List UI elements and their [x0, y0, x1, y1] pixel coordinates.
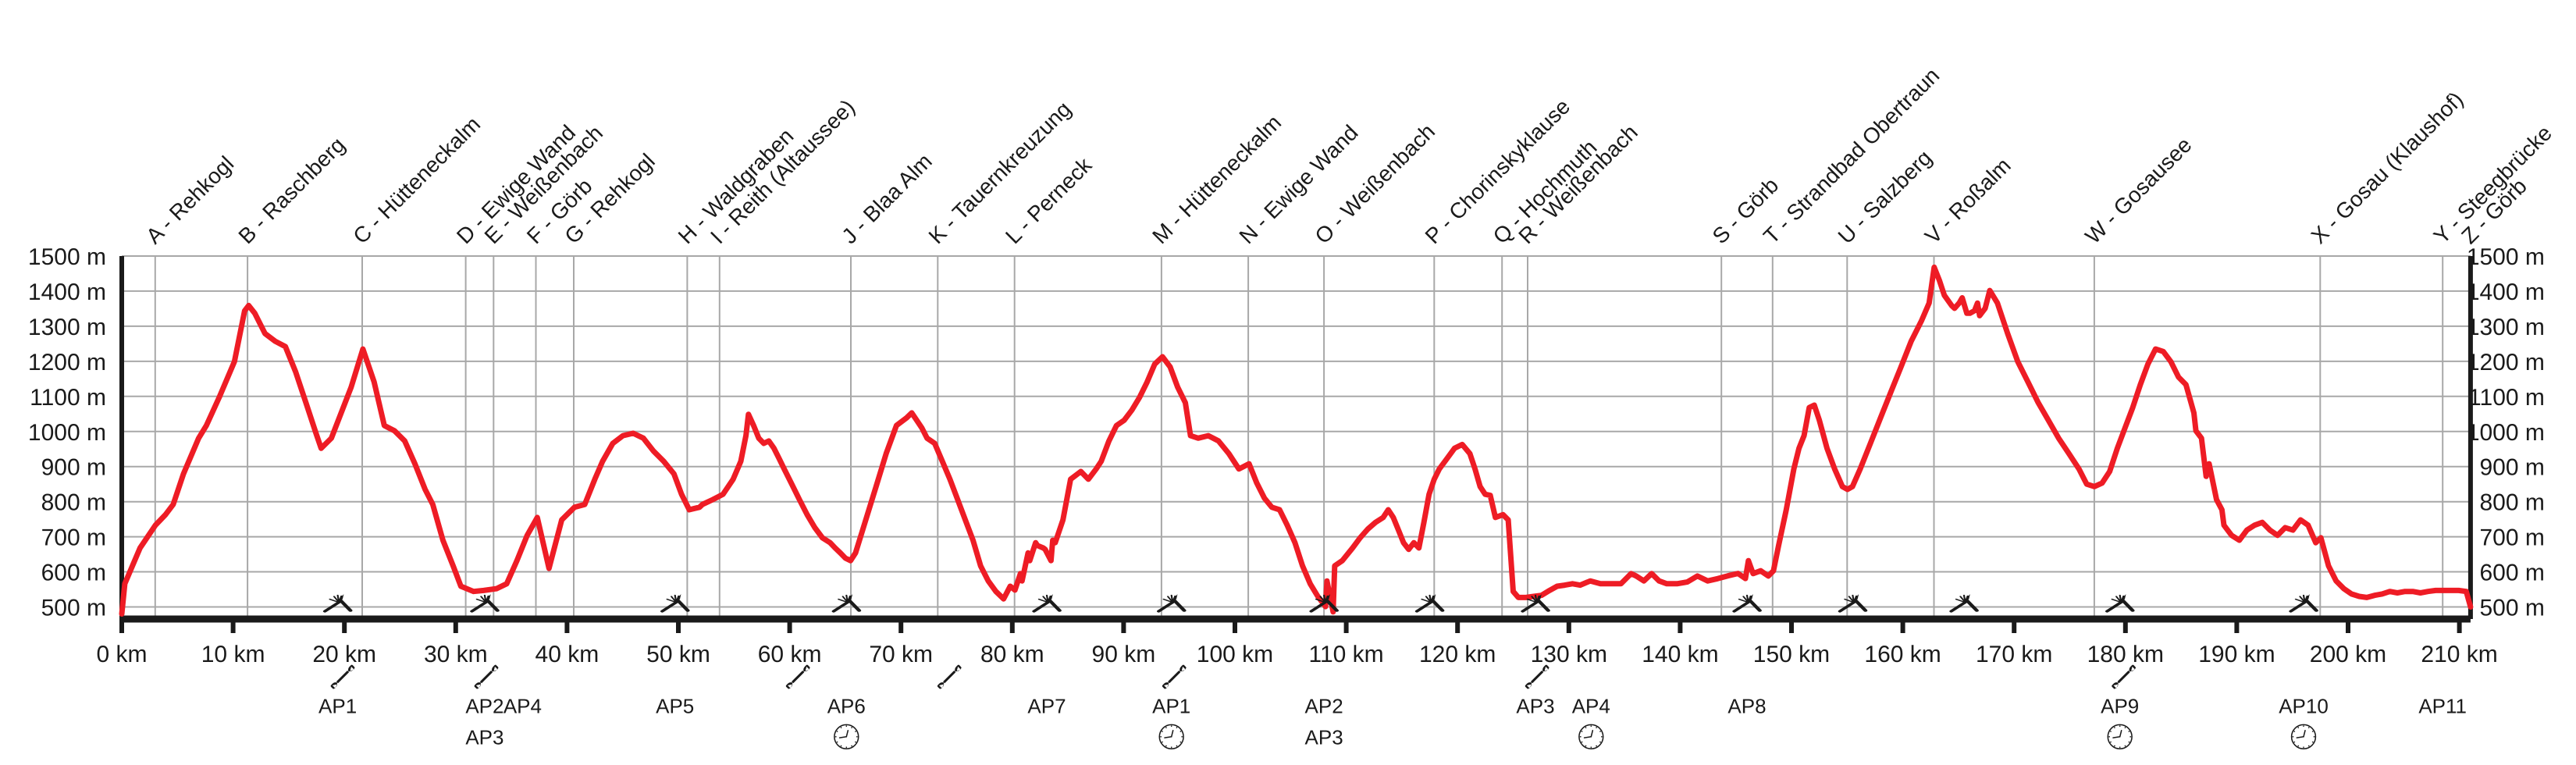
svg-text:500 m: 500 m [2480, 596, 2545, 621]
svg-text:AP7: AP7 [1027, 694, 1066, 717]
svg-text:0 km: 0 km [96, 642, 147, 667]
svg-text:160 km: 160 km [1864, 642, 1941, 667]
svg-text:1500 m: 1500 m [2467, 244, 2545, 270]
svg-text:700 m: 700 m [41, 525, 106, 551]
svg-text:AP5: AP5 [656, 694, 694, 717]
svg-text:600 m: 600 m [41, 560, 106, 586]
svg-text:AP4: AP4 [1572, 694, 1610, 717]
svg-text:AP8: AP8 [1727, 694, 1766, 717]
svg-text:AP1: AP1 [318, 694, 357, 717]
svg-text:1000 m: 1000 m [2467, 420, 2545, 446]
svg-text:130 km: 130 km [1531, 642, 1607, 667]
svg-text:AP3: AP3 [465, 725, 503, 749]
svg-text:1100 m: 1100 m [2468, 385, 2545, 411]
svg-text:900 m: 900 m [2480, 455, 2545, 481]
svg-text:AP9: AP9 [2101, 694, 2139, 717]
svg-text:800 m: 800 m [2480, 490, 2545, 516]
svg-text:1300 m: 1300 m [2467, 315, 2545, 340]
svg-text:600 m: 600 m [2480, 560, 2545, 586]
svg-text:30 km: 30 km [424, 642, 488, 667]
svg-text:AP11: AP11 [2418, 694, 2467, 717]
svg-text:1300 m: 1300 m [28, 315, 106, 340]
svg-text:AP3: AP3 [1305, 725, 1343, 749]
svg-text:150 km: 150 km [1753, 642, 1830, 667]
svg-text:50 km: 50 km [646, 642, 710, 667]
svg-text:1400 m: 1400 m [2467, 279, 2545, 305]
svg-text:1400 m: 1400 m [28, 279, 106, 305]
svg-text:80 km: 80 km [980, 642, 1044, 667]
svg-text:AP4: AP4 [503, 694, 542, 717]
svg-text:AP2: AP2 [1305, 694, 1343, 717]
svg-text:1500 m: 1500 m [28, 244, 106, 270]
svg-text:20 km: 20 km [312, 642, 376, 667]
svg-text:120 km: 120 km [1419, 642, 1496, 667]
svg-text:AP1: AP1 [1152, 694, 1190, 717]
svg-text:180 km: 180 km [2087, 642, 2164, 667]
svg-text:AP6: AP6 [827, 694, 866, 717]
svg-text:700 m: 700 m [2480, 525, 2545, 551]
svg-text:210 km: 210 km [2421, 642, 2497, 667]
svg-text:70 km: 70 km [869, 642, 933, 667]
svg-text:170 km: 170 km [1976, 642, 2052, 667]
svg-text:1000 m: 1000 m [28, 420, 106, 446]
svg-text:1100 m: 1100 m [30, 385, 106, 411]
svg-text:AP10: AP10 [2279, 694, 2329, 717]
svg-text:1200 m: 1200 m [2467, 350, 2545, 375]
svg-text:190 km: 190 km [2198, 642, 2275, 667]
svg-text:900 m: 900 m [41, 455, 106, 481]
svg-text:100 km: 100 km [1197, 642, 1273, 667]
svg-text:60 km: 60 km [758, 642, 822, 667]
svg-text:200 km: 200 km [2310, 642, 2386, 667]
svg-text:140 km: 140 km [1642, 642, 1718, 667]
svg-text:40 km: 40 km [535, 642, 600, 667]
svg-text:800 m: 800 m [41, 490, 106, 516]
svg-text:10 km: 10 km [201, 642, 265, 667]
svg-text:110 km: 110 km [1309, 642, 1384, 667]
svg-text:AP3: AP3 [1516, 694, 1554, 717]
svg-text:500 m: 500 m [41, 596, 106, 621]
svg-text:1200 m: 1200 m [28, 350, 106, 375]
svg-text:AP2: AP2 [465, 694, 503, 717]
svg-text:90 km: 90 km [1092, 642, 1156, 667]
